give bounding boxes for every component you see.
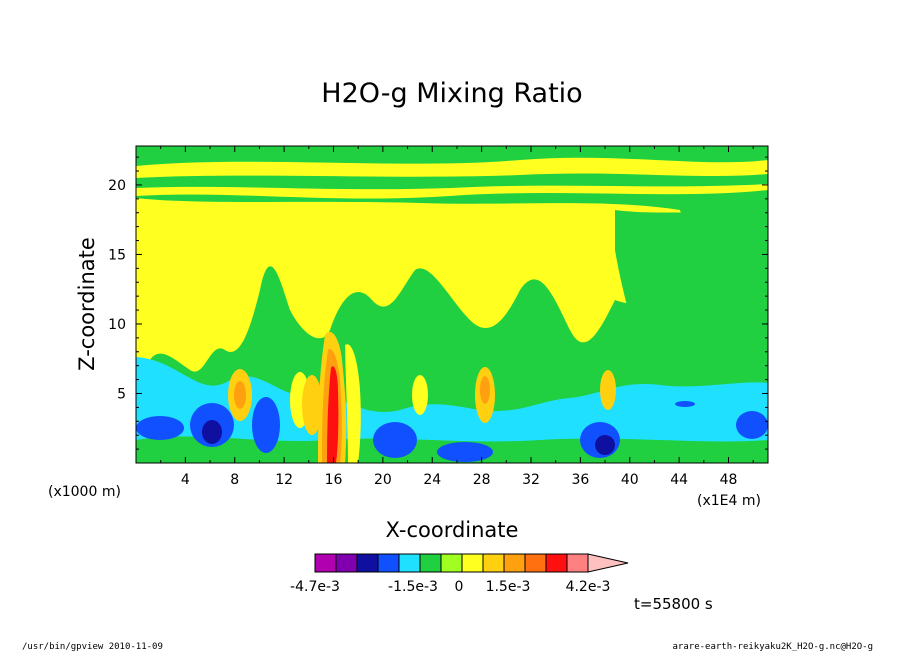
x-tick-label: 4: [181, 472, 190, 488]
colorbar-swatch: [419, 553, 442, 573]
time-label: t=55800 s: [634, 595, 713, 613]
colorbar-label: -1.5e-3: [388, 579, 438, 595]
x-unit-right: (x1E4 m): [697, 493, 761, 509]
x-unit-left: (x1000 m): [48, 484, 121, 500]
x-axis-ticks: 4 8 12 16 20 24 28 32 36 40 44 48: [160, 146, 754, 488]
x-tick-label: 32: [522, 472, 540, 488]
colorbar-swatch: [545, 553, 568, 573]
colorbar-label: 0: [455, 579, 464, 595]
x-tick-label: 20: [374, 472, 392, 488]
x-tick-label: 8: [230, 472, 239, 488]
x-tick-label: 28: [473, 472, 491, 488]
x-axis-label: X-coordinate: [386, 518, 519, 542]
x-tick-label: 24: [423, 472, 441, 488]
colorbar: [314, 553, 629, 573]
colorbar-label: 1.5e-3: [486, 579, 531, 595]
plot-frame: [135, 145, 769, 464]
colorbar-swatch: [314, 553, 337, 573]
x-tick-label: 12: [275, 472, 293, 488]
colorbar-swatch: [524, 553, 547, 573]
colorbar-swatch: [503, 553, 526, 573]
colorbar-labels: -4.7e-3 -1.5e-3 0 1.5e-3 4.2e-3: [290, 579, 610, 595]
colorbar-swatch: [461, 553, 484, 573]
colorbar-swatch: [398, 553, 421, 573]
colorbar-swatch: [377, 553, 400, 573]
contour-field: [136, 146, 768, 463]
x-tick-label: 16: [325, 472, 343, 488]
colorbar-swatch: [566, 553, 589, 573]
colorbar-swatch: [440, 553, 463, 573]
footer-left: /usr/bin/gpview 2010-11-09: [22, 642, 163, 652]
y-axis-ticks: 5 10 15 20: [108, 156, 768, 450]
footer-right: arare-earth-reikyaku2K_H2O-g.nc@H2O-g: [673, 642, 873, 652]
colorbar-swatch: [482, 553, 505, 573]
y-axis-label: Z-coordinate: [75, 237, 99, 371]
colorbar-label: -4.7e-3: [290, 579, 340, 595]
colorbar-label: 4.2e-3: [566, 579, 611, 595]
x-tick-label: 40: [621, 472, 639, 488]
y-tick-label: 5: [117, 386, 126, 402]
x-tick-label: 48: [720, 472, 738, 488]
chart-title: H2O-g Mixing Ratio: [321, 78, 582, 109]
y-tick-label: 15: [108, 247, 126, 263]
colorbar-swatch: [356, 553, 379, 573]
y-tick-label: 10: [108, 317, 126, 333]
x-tick-label: 44: [670, 472, 688, 488]
colorbar-extend-arrow: [587, 553, 629, 573]
x-tick-label: 36: [571, 472, 589, 488]
colorbar-swatch: [335, 553, 358, 573]
y-tick-label: 20: [108, 178, 126, 194]
